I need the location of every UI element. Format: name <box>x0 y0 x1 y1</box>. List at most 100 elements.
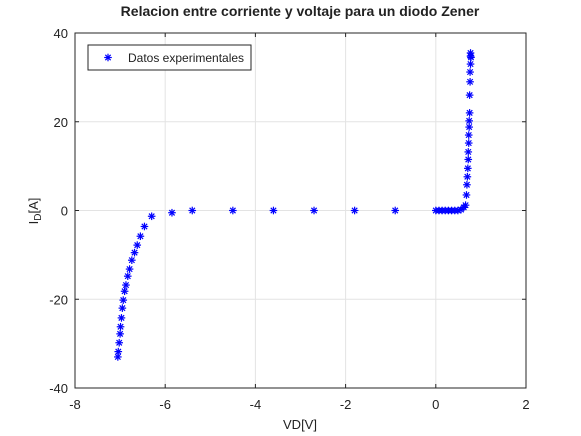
marker-stroke <box>114 353 121 361</box>
data-point <box>463 172 472 181</box>
plot-frame <box>74 32 527 389</box>
data-point <box>466 78 474 86</box>
marker-stroke <box>466 68 474 76</box>
y-axis-label: ID[A] <box>26 198 44 225</box>
y-axis-label-unit: [A] <box>26 198 41 214</box>
marker-stroke <box>229 207 236 214</box>
y-tick-label: 20 <box>54 115 68 130</box>
marker-stroke <box>122 281 130 289</box>
y-axis-label-base: I <box>26 221 41 225</box>
marker-stroke <box>118 314 125 321</box>
marker-stroke <box>467 60 474 68</box>
marker-stroke <box>465 148 472 156</box>
marker-stroke <box>116 339 123 346</box>
x-tick-label: -4 <box>250 397 262 412</box>
data-series <box>114 49 475 361</box>
y-tick-label: -20 <box>49 292 68 307</box>
marker-stroke <box>463 191 470 199</box>
marker-stroke <box>117 323 124 330</box>
legend-marker-point <box>104 53 112 62</box>
marker-stroke <box>120 297 127 304</box>
marker-stroke <box>463 181 471 188</box>
marker-stroke <box>466 123 473 131</box>
y-tick-label: 40 <box>54 26 68 41</box>
x-tick-label: -8 <box>69 397 81 412</box>
marker-stroke <box>134 242 141 249</box>
marker-stroke <box>128 257 135 264</box>
marker-stroke <box>464 173 471 180</box>
data-point <box>465 91 474 99</box>
marker-stroke <box>124 273 131 280</box>
marker-stroke <box>466 109 473 116</box>
legend-box <box>87 44 252 71</box>
data-point <box>125 265 134 273</box>
data-point <box>147 212 156 221</box>
x-tick-label: -6 <box>159 397 171 412</box>
marker-stroke <box>466 78 474 85</box>
data-point <box>188 206 197 215</box>
data-point <box>466 60 475 68</box>
data-point <box>462 191 471 199</box>
y-tick-label: 0 <box>61 204 68 219</box>
marker-stroke <box>351 207 358 214</box>
marker-stroke <box>465 139 472 147</box>
marker-stroke <box>310 207 318 214</box>
data-point <box>350 206 359 215</box>
marker-stroke <box>462 202 469 209</box>
data-point <box>115 338 123 347</box>
marker-stroke <box>464 165 471 172</box>
data-point <box>464 131 473 139</box>
data-point <box>310 206 318 215</box>
y-axis-label-subscript: D <box>33 214 44 221</box>
data-point <box>467 53 475 62</box>
x-tick-label: 2 <box>522 397 529 412</box>
data-point <box>465 109 474 117</box>
data-point <box>140 222 149 231</box>
marker-stroke <box>141 223 148 230</box>
marker-stroke <box>131 249 138 256</box>
data-point <box>391 206 400 215</box>
marker-stroke <box>121 288 128 295</box>
marker-stroke <box>148 213 155 220</box>
marker-stroke <box>115 348 122 355</box>
x-axis-label: VD[V] <box>283 417 317 432</box>
marker-stroke <box>466 117 473 124</box>
data-point <box>464 155 473 164</box>
data-point <box>466 68 474 76</box>
data-point <box>464 148 473 156</box>
data-point <box>136 232 145 241</box>
data-point <box>128 256 136 264</box>
data-point <box>133 241 142 249</box>
marker-stroke <box>466 92 473 99</box>
data-point <box>120 287 129 296</box>
data-point <box>122 281 130 289</box>
data-point <box>119 296 128 304</box>
chart-title: Relacion entre corriente y voltaje para … <box>121 3 480 19</box>
marker-stroke <box>168 209 176 216</box>
data-point <box>461 201 470 209</box>
marker-stroke <box>392 207 399 214</box>
legend-label: Datos experimentales <box>128 51 244 65</box>
data-point <box>123 272 132 280</box>
x-tick-label: -2 <box>340 397 352 412</box>
marker-stroke <box>126 265 133 273</box>
marker-stroke <box>270 207 277 214</box>
legend: Datos experimentales <box>87 44 252 71</box>
data-point <box>114 347 123 356</box>
legend-marker-asterisk <box>104 53 112 62</box>
x-tick-label: 0 <box>432 397 439 412</box>
marker-stroke <box>119 305 126 312</box>
data-point <box>130 248 139 257</box>
marker-stroke <box>116 330 124 337</box>
marker-stroke <box>137 233 144 240</box>
y-tick-label: -40 <box>49 381 68 396</box>
data-point <box>117 314 126 322</box>
data-point <box>465 117 473 125</box>
marker-stroke <box>465 156 472 163</box>
data-point <box>463 180 471 189</box>
marker-stroke <box>465 131 472 139</box>
data-point <box>116 322 125 331</box>
data-point <box>464 139 473 147</box>
